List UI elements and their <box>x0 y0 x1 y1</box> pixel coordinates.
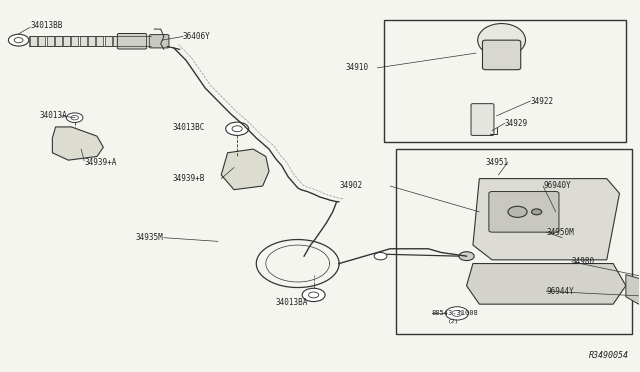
Text: 34939+B: 34939+B <box>173 174 205 183</box>
Text: 34902: 34902 <box>339 182 362 190</box>
Ellipse shape <box>477 23 525 57</box>
Text: 34950M: 34950M <box>546 228 574 237</box>
FancyBboxPatch shape <box>149 35 169 48</box>
Circle shape <box>452 310 462 316</box>
Text: 96940Y: 96940Y <box>543 182 571 190</box>
Circle shape <box>532 209 541 215</box>
Circle shape <box>302 288 325 302</box>
Text: 34951: 34951 <box>486 157 509 167</box>
Polygon shape <box>626 275 640 304</box>
Text: 34013BB: 34013BB <box>30 21 63 30</box>
Bar <box>129 36 136 46</box>
Circle shape <box>374 253 387 260</box>
Circle shape <box>14 38 23 43</box>
Text: 34939+A: 34939+A <box>84 157 116 167</box>
Bar <box>80 36 87 46</box>
FancyBboxPatch shape <box>471 104 494 135</box>
FancyBboxPatch shape <box>483 40 521 70</box>
Text: 34910: 34910 <box>346 63 369 72</box>
Text: 34935M: 34935M <box>135 233 163 242</box>
Bar <box>47 36 54 46</box>
Text: 34929: 34929 <box>505 119 528 128</box>
Bar <box>113 36 120 46</box>
Circle shape <box>226 122 248 135</box>
Polygon shape <box>221 149 269 190</box>
Bar <box>72 36 79 46</box>
Circle shape <box>8 34 29 46</box>
Text: 88543-31008: 88543-31008 <box>431 310 478 316</box>
Polygon shape <box>473 179 620 260</box>
Circle shape <box>71 115 79 120</box>
Circle shape <box>445 307 468 320</box>
Bar <box>63 36 70 46</box>
Text: 34013A: 34013A <box>40 111 67 121</box>
Circle shape <box>508 206 527 217</box>
Bar <box>97 36 103 46</box>
Circle shape <box>459 252 474 260</box>
Circle shape <box>67 113 83 122</box>
Bar <box>396 149 632 334</box>
Circle shape <box>232 126 243 132</box>
Bar <box>30 36 37 46</box>
Text: 34013BA: 34013BA <box>275 298 308 307</box>
Bar <box>138 36 145 46</box>
Bar <box>384 20 626 142</box>
Text: 96944Y: 96944Y <box>546 287 574 296</box>
Text: (2): (2) <box>448 319 460 324</box>
Bar <box>88 36 95 46</box>
FancyBboxPatch shape <box>117 33 147 49</box>
Text: 34980: 34980 <box>572 257 595 266</box>
Bar <box>38 36 45 46</box>
Bar <box>121 36 128 46</box>
Polygon shape <box>467 263 626 304</box>
FancyBboxPatch shape <box>489 192 559 232</box>
Circle shape <box>308 292 319 298</box>
Text: 34013BC: 34013BC <box>173 123 205 132</box>
Polygon shape <box>52 127 103 160</box>
Text: 36406Y: 36406Y <box>183 32 211 41</box>
Text: 34922: 34922 <box>531 97 554 106</box>
Text: R3490054: R3490054 <box>589 350 629 359</box>
Bar <box>104 36 111 46</box>
Bar <box>55 36 62 46</box>
